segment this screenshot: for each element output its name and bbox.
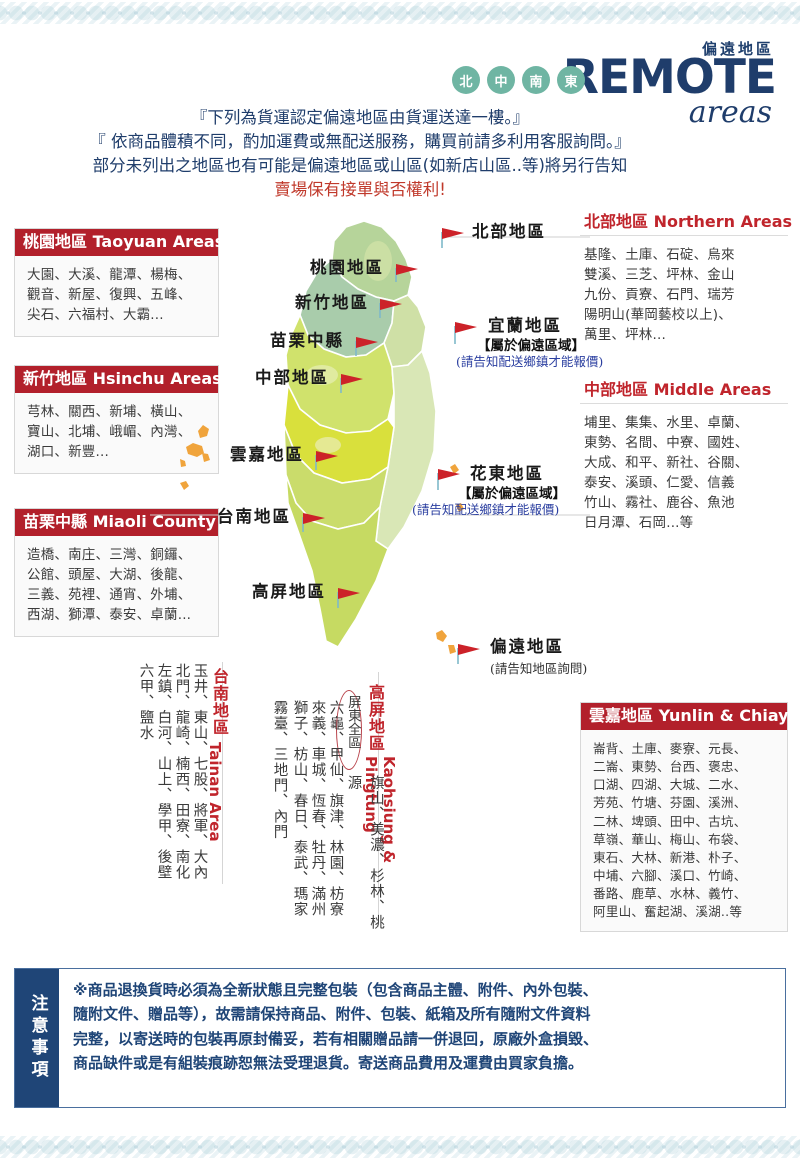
map-label-kaoping: 高屏地區 bbox=[252, 582, 326, 601]
map-label-taoyuan: 桃園地區 bbox=[310, 258, 384, 277]
map-label-yunchia: 雲嘉地區 bbox=[230, 445, 304, 464]
map-inner-patch-north bbox=[364, 241, 392, 281]
map-inner-patch-south bbox=[315, 437, 341, 453]
kaoping-title-cn: 高屏地區 bbox=[366, 684, 385, 752]
region-box-hsinchu: 新竹地區 Hsinchu Areas 芎林、關西、新埔、橫山、 寶山、北埔、峨嵋… bbox=[14, 365, 222, 474]
remote-areas-logo: 偏遠地區 REMOTE areas 北 中 南 東 bbox=[452, 38, 782, 138]
decorative-border-bottom bbox=[0, 1136, 800, 1158]
region-body-yunlin-chiayi: 崙背、土庫、麥寮、元長、 二崙、東勢、台西、褒忠、 口湖、四湖、大城、二水、 芳… bbox=[593, 741, 747, 920]
taiwan-map bbox=[150, 215, 590, 685]
region-title-yunlin-chiayi: 雲嘉地區 Yunlin & Chiayi bbox=[581, 703, 794, 730]
page-header: 偏遠地區 REMOTE areas 北 中 南 東 『下列為貨運認定偏遠地區由貨… bbox=[0, 28, 800, 218]
kaoping-column-2: 六龜、甲仙、旗津、林園、枋寮 bbox=[327, 700, 344, 917]
region-body-northern: 基隆、土庫、石碇、烏來 雙溪、三芝、坪林、金山 九份、貢寮、石門、瑞芳 陽明山(… bbox=[584, 247, 735, 343]
notice-tag-char-1: 注意事項 bbox=[27, 994, 48, 1082]
taiwan-map-svg bbox=[180, 220, 464, 654]
map-inner-patch-central bbox=[306, 365, 338, 385]
region-body-miaoli: 造橋、南庄、三灣、銅鑼、 公館、頭屋、大湖、後龍、 三義、苑裡、通宵、外埔、 西… bbox=[27, 547, 192, 623]
tainan-title-en: Tainan Area bbox=[206, 742, 224, 842]
header-line-1: 『下列為貨運認定偏遠地區由貨運送達一樓。』 bbox=[190, 108, 530, 127]
tainan-divider bbox=[222, 662, 223, 884]
map-sublabel-remote: (請告知地區詢問) bbox=[490, 661, 588, 676]
map-sublabel-yilan-1: 【屬於偏遠區域】 bbox=[477, 338, 585, 354]
dot-badge-east: 東 bbox=[557, 66, 585, 94]
map-connector-lines bbox=[150, 236, 590, 516]
kaoping-column-4: 獅子、枋山、春日、泰武、瑪家 bbox=[291, 700, 308, 917]
map-sublabel-yilan-2: (請告知配送鄉鎮才能報價) bbox=[456, 354, 604, 369]
header-line-red: 賣場保有接單與否權利! bbox=[274, 179, 446, 199]
logo-remote-text: REMOTE bbox=[562, 50, 777, 105]
region-title-miaoli: 苗栗中縣 Miaoli County bbox=[15, 509, 218, 536]
notice-line-3: 完整，以寄送時的包裝再原封備妥，若有相關贈品請一併退回，原廠外盒損毀、 bbox=[73, 1029, 599, 1048]
header-line-3: 部分未列出之地區也有可能是偏遠地區或山區(如新店山區..等)將另行告知 bbox=[92, 155, 628, 175]
map-label-hsinchu: 新竹地區 bbox=[295, 293, 369, 312]
region-body-taoyuan: 大園、大溪、龍潭、楊梅、 觀音、新屋、復興、五峰、 尖石、六福村、大霸... bbox=[27, 267, 192, 323]
notice-box: 注意事項 ※商品退換貨時必須為全新狀態且完整包裝（包含商品主體、附件、內外包裝、… bbox=[14, 968, 786, 1108]
region-title-middle: 中部地區 Middle Areas bbox=[580, 378, 788, 404]
kaoping-column-3: 來義、車城、恆春、牡丹、滿州 bbox=[309, 700, 326, 917]
decorative-border-top bbox=[0, 2, 800, 24]
map-sublabel-huatung-1: 【屬於偏遠區域】 bbox=[458, 486, 566, 502]
notice-line-1: ※商品退換貨時必須為全新狀態且完整包裝（包含商品主體、附件、內外包裝、 bbox=[73, 981, 598, 999]
kaoping-column-5: 霧臺、三地門、內門 bbox=[271, 700, 288, 840]
map-sublabel-huatung-2: (請告知配送鄉鎮才能報價) bbox=[412, 502, 560, 517]
region-body-hsinchu: 芎林、關西、新埔、橫山、 寶山、北埔、峨嵋、內灣、 湖口、新豐... bbox=[27, 404, 192, 460]
pingtung-highlight-ellipse bbox=[336, 690, 362, 770]
kaoping-divider bbox=[378, 672, 379, 927]
notice-body: ※商品退換貨時必須為全新狀態且完整包裝（包含商品主體、附件、內外包裝、 隨附文件… bbox=[59, 969, 785, 1107]
logo-chinese-title: 偏遠地區 bbox=[701, 40, 774, 58]
notice-tag-label: 注意事項 bbox=[15, 969, 59, 1107]
region-box-taoyuan: 桃園地區 Taoyuan Areas 大園、大溪、龍潭、楊梅、 觀音、新屋、復興… bbox=[14, 228, 224, 337]
dot-badge-middle: 中 bbox=[487, 66, 515, 94]
region-box-northern: 北部地區 Northern Areas 基隆、土庫、石碇、烏來 雙溪、三芝、坪林… bbox=[580, 210, 792, 356]
map-region-kaohsiung-pingtung bbox=[285, 474, 389, 649]
dot-badge-south: 南 bbox=[522, 66, 550, 94]
tainan-column-2: 北門、龍崎、楠西、田寮、南化 bbox=[173, 663, 190, 880]
region-box-yunlin-chiayi: 雲嘉地區 Yunlin & Chiayi 崙背、土庫、麥寮、元長、 二崙、東勢、… bbox=[580, 702, 794, 933]
tainan-column-3: 左鎮、白河、山上、學甲、後壁 bbox=[155, 663, 172, 880]
region-title-hsinchu: 新竹地區 Hsinchu Areas bbox=[15, 366, 222, 393]
map-label-middle: 中部地區 bbox=[255, 368, 329, 387]
header-notice-text: 『下列為貨運認定偏遠地區由貨運送達一樓。』 『 依商品體積不同，酌加運費或無配送… bbox=[0, 106, 720, 202]
notice-line-4: 商品缺件或是有組裝痕跡恕無法受理退貨。寄送商品費用及運費由買家負擔。 bbox=[73, 1053, 584, 1072]
kaoping-highlight-label: 屏東全區 bbox=[344, 695, 361, 749]
region-box-miaoli: 苗栗中縣 Miaoli County 造橋、南庄、三灣、銅鑼、 公館、頭屋、大湖… bbox=[14, 508, 219, 637]
logo-areas-script: areas bbox=[688, 95, 772, 130]
region-title-northern: 北部地區 Northern Areas bbox=[580, 210, 792, 236]
kaoping-title-en: Kaohsiung & Pingtung bbox=[362, 756, 398, 864]
region-body-middle: 埔里、集集、水里、卓蘭、 東勢、名間、中寮、國姓、 大成、和平、新社、谷關、 泰… bbox=[584, 415, 749, 531]
kaoping-column-1: 旗山、美濃、杉林、桃源 bbox=[345, 775, 384, 930]
map-label-yilan: 宜蘭地區 bbox=[488, 316, 562, 335]
dot-badge-north: 北 bbox=[452, 66, 480, 94]
tainan-column-4: 六甲、鹽水 bbox=[137, 663, 154, 741]
tainan-title-cn: 台南地區 bbox=[210, 668, 229, 736]
map-label-miaoli: 苗栗中縣 bbox=[270, 331, 344, 350]
notice-line-2: 隨附文件、贈品等），故需請保持商品、附件、包裝、紙箱及所有隨附文件資料 bbox=[73, 1005, 591, 1024]
region-dot-badges: 北 中 南 東 bbox=[452, 66, 585, 94]
region-box-middle: 中部地區 Middle Areas 埔里、集集、水里、卓蘭、 東勢、名間、中寮、… bbox=[580, 378, 788, 544]
map-label-remote: 偏遠地區 bbox=[490, 637, 564, 656]
map-label-north: 北部地區 bbox=[472, 222, 546, 241]
region-title-taoyuan: 桃園地區 Taoyuan Areas bbox=[15, 229, 224, 256]
header-line-2: 『 依商品體積不同，酌加運費或無配送服務，購買前請多利用客服詢問。』 bbox=[89, 131, 631, 151]
map-label-tainan: 台南地區 bbox=[217, 507, 291, 526]
tainan-column-1: 玉井、東山、七股、將軍、大內 bbox=[191, 663, 208, 880]
map-label-huatung: 花東地區 bbox=[470, 464, 544, 483]
